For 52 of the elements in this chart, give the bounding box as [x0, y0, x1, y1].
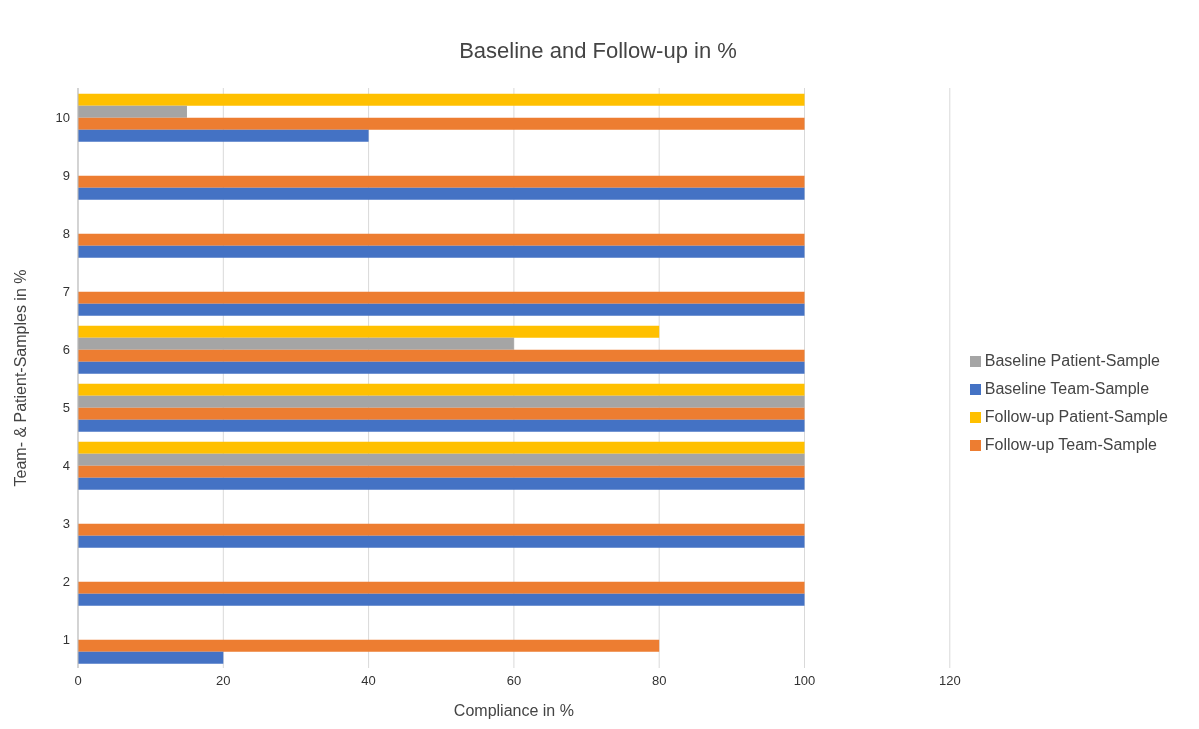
bar	[78, 581, 805, 594]
y-tick-label: 6	[62, 341, 70, 357]
bar	[78, 639, 660, 652]
bar	[78, 129, 369, 142]
bar	[78, 523, 805, 536]
bar	[78, 245, 805, 258]
bar	[78, 651, 224, 664]
y-tick-label: 2	[62, 573, 70, 589]
bar	[78, 303, 805, 316]
x-tick-label: 20	[216, 673, 231, 689]
bar	[78, 465, 805, 478]
y-tick-label: 3	[62, 515, 70, 531]
y-tick-label: 8	[62, 225, 70, 241]
bar	[78, 105, 187, 118]
bar	[78, 383, 805, 396]
bar	[78, 117, 805, 130]
bar	[78, 233, 805, 246]
bar	[78, 361, 805, 374]
y-tick-label: 10	[55, 109, 70, 125]
bar	[78, 93, 805, 106]
y-tick-label: 1	[62, 631, 70, 647]
bar	[78, 349, 805, 362]
x-tick-label: 40	[361, 673, 376, 689]
x-tick-label: 0	[74, 673, 82, 689]
y-tick-label: 4	[62, 457, 70, 473]
x-tick-label: 80	[651, 673, 667, 689]
bar	[78, 325, 660, 338]
legend-label: Follow-up Patient-Sample	[984, 408, 1168, 425]
y-tick-label: 5	[62, 399, 70, 415]
x-tick-label: 60	[506, 673, 522, 689]
x-tick-label: 120	[938, 673, 961, 689]
bar	[78, 291, 805, 304]
bar	[78, 535, 805, 548]
bar	[78, 441, 805, 454]
y-axis-title: Team- & Patient-Samples in %	[11, 269, 29, 487]
legend-label: Baseline Team-Sample	[984, 380, 1150, 397]
y-tick-label: 9	[62, 167, 70, 183]
bar	[78, 175, 805, 188]
y-tick-label: 7	[62, 283, 70, 299]
bar	[78, 187, 805, 200]
bar	[78, 477, 805, 490]
bar	[78, 407, 805, 420]
x-tick-label: 100	[793, 673, 816, 689]
bar	[78, 337, 514, 350]
bar	[78, 419, 805, 432]
bar	[78, 453, 805, 466]
x-axis-title: Compliance in %	[453, 702, 574, 719]
legend-label: Baseline Patient-Sample	[984, 352, 1161, 369]
bar	[78, 395, 805, 408]
legend-label: Follow-up Team-Sample	[984, 436, 1158, 453]
bar	[78, 593, 805, 606]
chart-title: Baseline and Follow-up in %	[458, 37, 738, 65]
